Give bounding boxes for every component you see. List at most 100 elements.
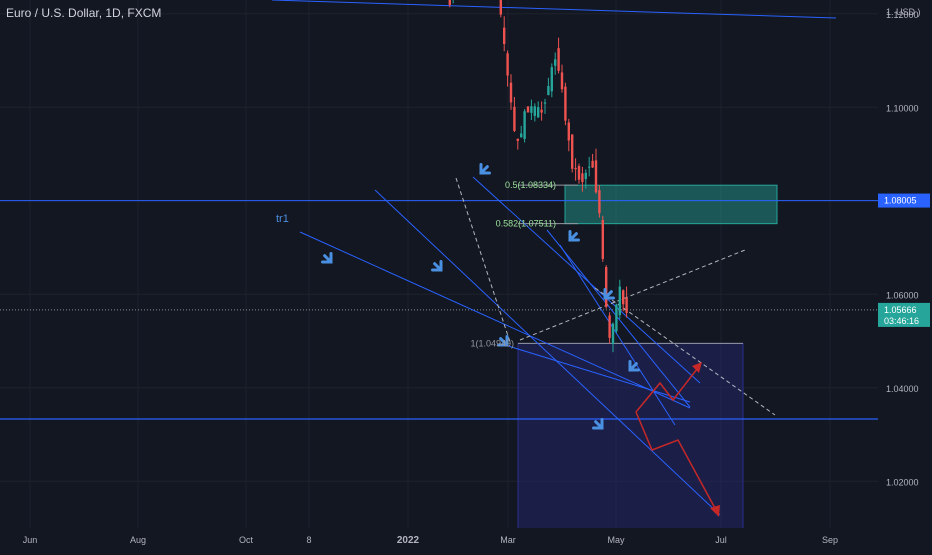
top-trend-line: [271, 0, 837, 19]
candle-body: [540, 109, 543, 113]
candle-body: [520, 133, 523, 138]
candle-body: [574, 167, 577, 170]
arrow-markers: [321, 163, 640, 430]
price-axis-bg: [878, 0, 932, 550]
candle-body: [516, 138, 519, 141]
arrow-icon: [321, 252, 333, 264]
last-price-badge: [878, 302, 930, 327]
price-tick-label: 1.04000: [886, 384, 919, 394]
arrow-marker: [592, 418, 604, 430]
arrow-marker: [431, 260, 443, 272]
time-tick-label: Aug: [130, 535, 146, 545]
candle-body: [513, 106, 516, 131]
time-tick-label: Sep: [822, 535, 838, 545]
lower-channel-line: [299, 231, 691, 409]
arrow-icon: [603, 288, 615, 300]
time-tick-label: 2022: [397, 535, 420, 546]
candle-body: [503, 27, 506, 44]
forecast-up-arrowhead: [692, 362, 702, 373]
candle-body: [560, 72, 564, 90]
forecast-down-arrowhead: [710, 505, 720, 517]
candle-body: [557, 48, 560, 71]
candle-body: [588, 166, 591, 168]
price-tick-label: 1.12000: [886, 10, 919, 20]
arrow-marker: [321, 252, 333, 264]
zones: [517, 184, 778, 544]
candle-body: [554, 59, 557, 66]
candle-body: [581, 173, 584, 183]
price-tick-label: 1.02000: [886, 477, 919, 487]
arrow-marker: [497, 335, 509, 347]
mid-channel-line: [374, 189, 721, 516]
upper-channel-line: [472, 176, 701, 384]
steep-channel-line: [559, 244, 676, 426]
arrow-icon: [479, 163, 491, 175]
countdown-text: 03:46:16: [884, 316, 919, 326]
candle-body: [506, 53, 509, 76]
arrow-marker: [603, 288, 615, 300]
horizontal-lines: [0, 184, 878, 544]
arrow-marker: [479, 163, 491, 175]
candle-body: [509, 82, 513, 103]
time-tick-label: Jul: [715, 535, 727, 545]
dashed-resistance-line: [594, 287, 776, 416]
local-trend-line: [504, 344, 691, 403]
trend-lines: [271, 0, 837, 516]
arrow-icon: [431, 260, 443, 272]
candle-body: [584, 172, 587, 180]
candle-body: [577, 166, 581, 180]
candle-body: [601, 219, 604, 259]
candle-body: [567, 122, 570, 141]
candle-body: [448, 0, 451, 6]
candle-body: [611, 323, 615, 345]
candles: [448, 0, 628, 353]
price-axis-top-label: 1. USD ): [886, 7, 921, 17]
last-price-text: 1.05666: [884, 305, 917, 315]
time-axis[interactable]: Jun Aug Oct 8 2022 Mar May Jul Sep: [0, 528, 932, 550]
candle-body: [543, 102, 547, 104]
price-tick-label: 1.10000: [886, 103, 919, 113]
candle-body: [615, 304, 618, 332]
forecast-up-path: [635, 368, 698, 413]
level-badge: [878, 193, 930, 208]
dashed-trend-line: [455, 177, 511, 343]
candle-body: [533, 106, 536, 116]
candle-body: [608, 315, 611, 338]
annotation-label: tr1: [276, 213, 289, 225]
time-tick-label: 8: [306, 535, 311, 545]
dashed-projection-line: [519, 249, 746, 341]
inner-channel-line: [546, 229, 691, 408]
arrow-icon: [628, 360, 640, 372]
candle-body: [537, 107, 540, 118]
level-badge-text: 1.08005: [884, 196, 917, 206]
candle-body: [547, 85, 550, 96]
candle-body: [605, 267, 608, 307]
symbol-title: Euro / U.S. Dollar, 1D, FXCM: [6, 6, 162, 20]
time-tick-label: May: [607, 535, 625, 545]
candle-body: [622, 290, 625, 305]
price-axis[interactable]: 1. USD )1.200001.180001.160001.140001.12…: [878, 0, 932, 550]
fib-label: 1(1.04949): [470, 338, 514, 348]
time-tick-label: Jun: [23, 535, 38, 545]
candle-body: [499, 0, 502, 15]
candle-body: [530, 106, 533, 113]
arrow-icon: [497, 335, 509, 347]
fib-label: 0.5(1.08334): [505, 180, 556, 190]
candle-body: [523, 111, 526, 140]
candle-body: [625, 297, 628, 313]
forecast-down-path: [635, 411, 717, 511]
arrow-marker: [568, 230, 580, 242]
candle-body: [571, 134, 574, 169]
candle-body: [591, 160, 594, 168]
time-axis-bg: [0, 528, 932, 550]
candle-body: [598, 190, 601, 214]
candle-body: [594, 160, 598, 193]
arrow-icon: [592, 418, 604, 430]
fib-label: 0.582(1.07511): [496, 219, 556, 229]
candle-body: [564, 86, 567, 121]
candle-body: [618, 286, 621, 316]
arrow-icon: [568, 230, 580, 242]
